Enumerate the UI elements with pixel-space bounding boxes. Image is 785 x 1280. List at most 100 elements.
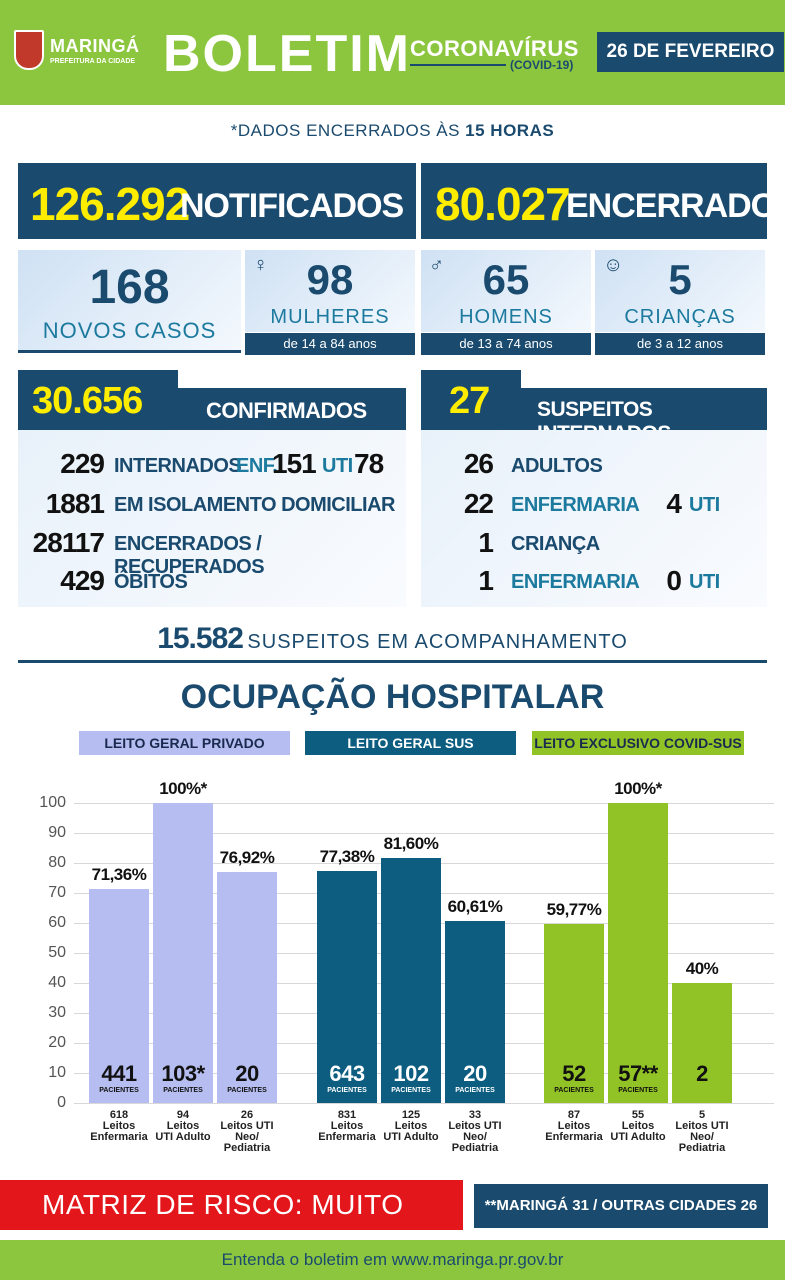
page-subtitle: CORONAVÍRUS (410, 36, 579, 61)
confirmados-row-value: 429 (60, 565, 105, 596)
criancas-card: ☺ 5 CRIANÇAS (595, 250, 765, 332)
bar-percent-label: 60,61% (447, 897, 503, 917)
bar-patients-label: PACIENTES (618, 1087, 658, 1094)
y-tick-label: 20 (48, 1034, 66, 1051)
chart-bar (544, 923, 604, 1103)
bar-category-label: 618 Leitos Enfermaria (90, 1109, 148, 1143)
homens-label: HOMENS (459, 306, 553, 328)
bar-patients-label: PACIENTES (99, 1087, 139, 1094)
homens-value: 65 (482, 256, 530, 303)
date-badge: 26 DE FEVEREIRO (597, 32, 784, 72)
chart-bar (672, 983, 732, 1103)
chart-bar (381, 858, 441, 1103)
bar-percent-label: 77,38% (319, 846, 375, 866)
y-tick-label: 30 (48, 1004, 66, 1021)
acompanhamento-line: 15.582 SUSPEITOS EM ACOMPANHAMENTO (0, 622, 785, 656)
woman-icon: ♀ (253, 254, 268, 276)
suspeitos-row-value: 1 (478, 565, 494, 596)
bar-patients-value: 103* (161, 1061, 205, 1086)
bar-percent-label: 100%* (159, 779, 207, 798)
man-icon: ♂ (429, 254, 444, 276)
bar-patients-value: 102 (393, 1061, 429, 1086)
suspeitos-row-label: ENFERMARIA (511, 494, 640, 516)
bar-category-label: 33 Leitos UTI Neo/Pediatria (448, 1109, 502, 1154)
chart-bar (445, 921, 505, 1103)
patient-origin-note: **MARINGÁ 31 / OUTRAS CIDADES 26 (474, 1184, 768, 1228)
novos-casos-label: NOVOS CASOS (42, 318, 217, 343)
data-cutoff-note: *DADOS ENCERRADOS ÀS 15 HORAS (230, 121, 555, 140)
homens-card: ♂ 65 HOMENS (421, 250, 591, 332)
suspeitos-row-value: 26 (463, 448, 494, 479)
risk-matrix-banner: MATRIZ DE RISCO: MUITO ALTO (0, 1180, 463, 1270)
acompanhamento-value: 15.582 (157, 622, 244, 655)
suspeitos-uti-label: UTI (689, 494, 720, 516)
group-label-covid: LEITO EXCLUSIVO COVID-SUS (532, 731, 744, 755)
footer: Entenda o boletim em www.maringa.pr.gov.… (0, 1240, 785, 1280)
divider (18, 660, 767, 663)
bar-percent-label: 76,92% (219, 848, 275, 868)
bar-patients-label: PACIENTES (391, 1087, 431, 1094)
confirmados-row-label: ÓBITOS (114, 571, 188, 593)
occupancy-chart: 0 10 20 30 40 50 60 70 80 90 100 71,36% 441 PACIENTES… (0, 760, 785, 1170)
chart-bar (153, 803, 213, 1103)
gridline (74, 1103, 774, 1104)
bar-category-label: 125 Leitos UTI Adulto (383, 1109, 439, 1143)
y-tick-label: 10 (48, 1064, 66, 1081)
confirmados-row-label: INTERNADOS (114, 455, 242, 477)
suspeitos-uti-value: 0 (666, 565, 682, 596)
bar-category-label: 831 Leitos Enfermaria (318, 1109, 376, 1143)
baby-icon: ☺ (603, 254, 624, 276)
suspeitos-header: 27 SUSPEITOS INTERNADOS (421, 370, 767, 445)
y-tick-label: 80 (48, 854, 66, 871)
group-label-privado: LEITO GERAL PRIVADO (79, 731, 290, 755)
logo-subtitle: PREFEITURA DA CIDADE (50, 58, 136, 65)
header-tab (421, 370, 521, 430)
suspeitos-uti-value: 4 (666, 488, 682, 519)
confirmados-row-value: 28117 (32, 527, 105, 558)
mulheres-age: de 14 a 84 anos (245, 333, 415, 355)
encerrados-value: 80.027 (435, 178, 571, 230)
notificados-box: 126.292 NOTIFICADOS (18, 163, 416, 239)
suspeitos-uti-label: UTI (689, 571, 720, 593)
section-title: OCUPAÇÃO HOSPITALAR (180, 678, 605, 716)
y-tick-label: 100 (39, 794, 66, 811)
bar-patients-label: PACIENTES (163, 1087, 203, 1094)
chart-bar (89, 888, 149, 1103)
enf-label: ENF. (236, 455, 278, 477)
notificados-value: 126.292 (30, 178, 190, 230)
bar-patients-value: 441 (101, 1061, 137, 1086)
gridline (74, 833, 774, 834)
encerrados-box: 80.027 ENCERRADOS (421, 163, 785, 239)
bar-percent-label: 59,77% (546, 899, 602, 919)
city-crest-icon (14, 30, 44, 70)
suspeitos-value: 27 (449, 380, 490, 422)
gridline (74, 803, 774, 804)
suspeitos-row-label: ENFERMARIA (511, 571, 640, 593)
confirmados-panel: 229 INTERNADOS ENF. 151 UTI 78 1881 EM I… (18, 430, 406, 607)
page-title: BOLETIM (163, 25, 411, 83)
mulheres-value: 98 (306, 256, 354, 303)
suspeitos-panel: 26 ADULTOS 22 ENFERMARIA 4 UTI 1 CRIANÇA… (421, 430, 767, 607)
y-tick-label: 70 (48, 884, 66, 901)
suspeitos-row-label: ADULTOS (511, 455, 603, 477)
bar-category-label: 94 Leitos UTI Adulto (155, 1109, 211, 1143)
novos-casos-value: 168 (89, 261, 170, 314)
y-tick-label: 40 (48, 974, 66, 991)
notificados-label: NOTIFICADOS (180, 187, 404, 225)
y-tick-label: 60 (48, 914, 66, 931)
confirmados-label: CONFIRMADOS (206, 398, 367, 423)
bar-patients-label: PACIENTES (455, 1087, 495, 1094)
logo-name: MARINGÁ (50, 36, 140, 56)
criancas-age: de 3 a 12 anos (595, 333, 765, 355)
confirmados-row-label: ENCERRADOS / RECUPERADOS (114, 533, 265, 578)
criancas-label: CRIANÇAS (624, 306, 736, 328)
suspeitos-row-label: CRIANÇA (511, 533, 600, 555)
chart-bar (608, 803, 668, 1103)
acompanhamento-label: SUSPEITOS EM ACOMPANHAMENTO (247, 631, 628, 653)
bar-patients-label: PACIENTES (227, 1087, 267, 1094)
bar-percent-label: 40% (685, 959, 719, 978)
mulheres-label: MULHERES (270, 306, 390, 328)
bar-category-label: 26 Leitos UTI Neo/Pediatria (220, 1109, 274, 1154)
y-tick-label: 50 (48, 944, 66, 961)
bar-category-label: 55 Leitos UTI Adulto (610, 1109, 666, 1143)
